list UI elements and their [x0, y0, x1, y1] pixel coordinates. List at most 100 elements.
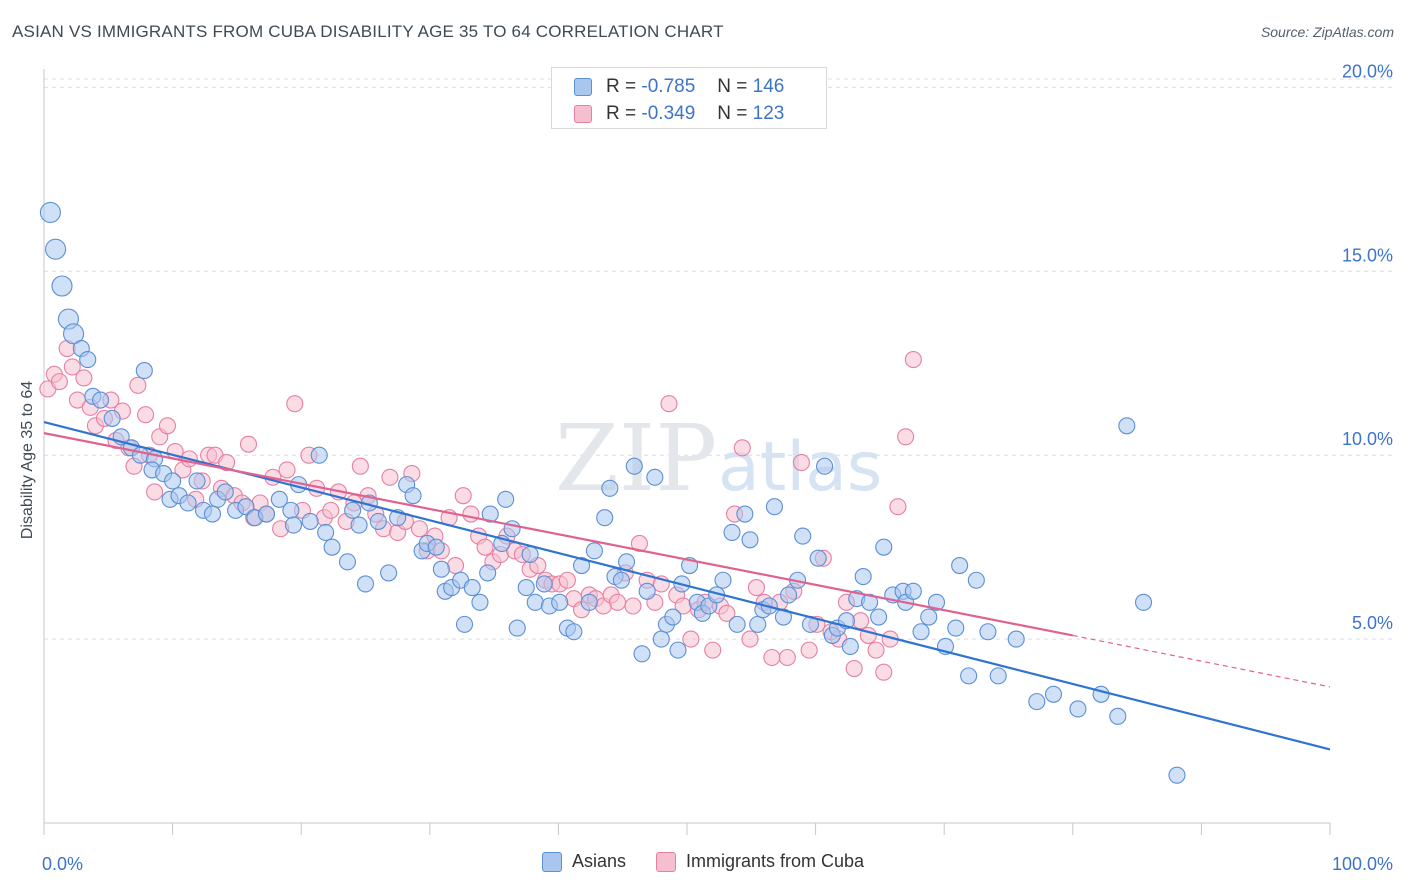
- tick-labels: 5.0% 10.0% 15.0% 20.0% 0.0% 100.0%: [42, 61, 1393, 874]
- asian-point: [164, 472, 182, 490]
- cuba-point: [146, 483, 164, 501]
- asian-point: [179, 494, 197, 512]
- cuba-point: [778, 648, 796, 667]
- asian-point: [979, 623, 997, 641]
- asian-point: [317, 523, 335, 541]
- asian-point: [135, 362, 153, 380]
- asian-point: [270, 490, 288, 508]
- asian-point: [585, 542, 603, 560]
- asian-point: [625, 457, 643, 475]
- cuba-point: [286, 395, 304, 413]
- y-tick-label: 15.0%: [1342, 245, 1393, 265]
- cuba-point: [322, 501, 340, 519]
- cuba-point: [454, 487, 472, 505]
- asian-point: [861, 593, 879, 611]
- cuba-point: [50, 373, 68, 391]
- asian-point: [947, 619, 965, 637]
- cuba-point: [137, 406, 155, 424]
- asian-point: [356, 575, 375, 593]
- cuba-point: [718, 604, 736, 622]
- cuba-point: [660, 395, 678, 413]
- n-label: N =: [717, 76, 748, 97]
- cuba-point: [158, 417, 177, 435]
- cuba-point: [875, 663, 893, 681]
- asian-point: [601, 479, 619, 497]
- trend-lines: [43, 421, 1331, 751]
- asian-point: [1168, 766, 1186, 784]
- asian-point: [497, 490, 515, 508]
- asian-point: [521, 545, 539, 564]
- y-tick-label: 20.0%: [1342, 61, 1393, 81]
- cuba-point: [682, 630, 700, 648]
- asian-legend-swatch: [541, 851, 562, 872]
- correlation-legend: R = -0.785 N = 146 R = -0.349 N = 123: [551, 67, 827, 129]
- cuba-legend-swatch: [655, 851, 676, 872]
- asian-point: [875, 538, 893, 556]
- cuba-point: [624, 597, 642, 615]
- cuba-point: [904, 351, 922, 369]
- cuba-point: [630, 534, 648, 553]
- asian-point: [39, 201, 61, 223]
- asian-point: [338, 553, 357, 571]
- asian-point: [526, 593, 544, 611]
- asian-point: [596, 509, 614, 527]
- cuba-point: [704, 641, 722, 659]
- cuba-point: [476, 538, 494, 556]
- asian-point: [51, 275, 73, 297]
- legend-label-cuba: Immigrants from Cuba: [685, 851, 865, 871]
- asian-point: [1069, 700, 1087, 718]
- asian-point: [455, 615, 474, 633]
- asian-point: [723, 523, 741, 541]
- asian-point: [203, 505, 222, 523]
- asian-point: [809, 549, 827, 567]
- cuba-point: [239, 435, 258, 453]
- asian-point: [535, 575, 553, 593]
- cuba-point: [75, 369, 93, 387]
- series-legend: Asians Immigrants from Cuba: [0, 851, 1406, 872]
- cuba-point: [889, 498, 907, 516]
- asian-point: [310, 446, 328, 464]
- cuba-point: [63, 358, 81, 376]
- asian-point: [749, 615, 767, 633]
- asian-point: [612, 571, 630, 589]
- asian-point: [380, 564, 398, 582]
- asian-point: [432, 560, 450, 578]
- asian-point: [741, 531, 759, 549]
- n-value: 123: [752, 103, 785, 124]
- asian-point: [870, 608, 888, 626]
- asian-point: [565, 623, 583, 641]
- asian-point: [323, 538, 341, 556]
- asian-point: [669, 641, 687, 659]
- asian-point: [45, 238, 67, 260]
- cuba-point: [741, 630, 759, 648]
- asian-point: [479, 564, 497, 582]
- asian-point: [369, 512, 387, 530]
- cuba-trend-line: [43, 432, 1074, 637]
- asian-point: [517, 579, 535, 597]
- cuba-series: [39, 339, 922, 681]
- cuba-point: [129, 376, 147, 394]
- asian-point: [920, 608, 938, 626]
- legend-item-asians[interactable]: Asians: [541, 851, 626, 872]
- asian-swatch: [574, 78, 592, 96]
- asian-point: [765, 498, 783, 516]
- legend-item-cuba[interactable]: Immigrants from Cuba: [655, 851, 865, 872]
- cuba-point: [792, 454, 811, 472]
- asian-series: [39, 201, 1186, 784]
- x-tick-label-max: 100.0%: [1332, 854, 1393, 874]
- asian-point: [794, 527, 812, 545]
- asian-point: [580, 593, 598, 611]
- r-value: -0.349: [641, 103, 696, 124]
- cuba-point: [897, 428, 915, 446]
- cuba-trend-extension: [1072, 634, 1331, 688]
- cuba-point: [800, 641, 818, 659]
- cuba-point: [609, 593, 627, 611]
- asian-point: [618, 553, 636, 571]
- asian-point: [1134, 593, 1153, 611]
- asian-point: [904, 582, 922, 600]
- asian-point: [816, 457, 834, 475]
- asian-point: [350, 516, 368, 534]
- asian-point: [728, 615, 746, 633]
- asian-point: [1109, 707, 1127, 725]
- asian-point: [1118, 417, 1136, 435]
